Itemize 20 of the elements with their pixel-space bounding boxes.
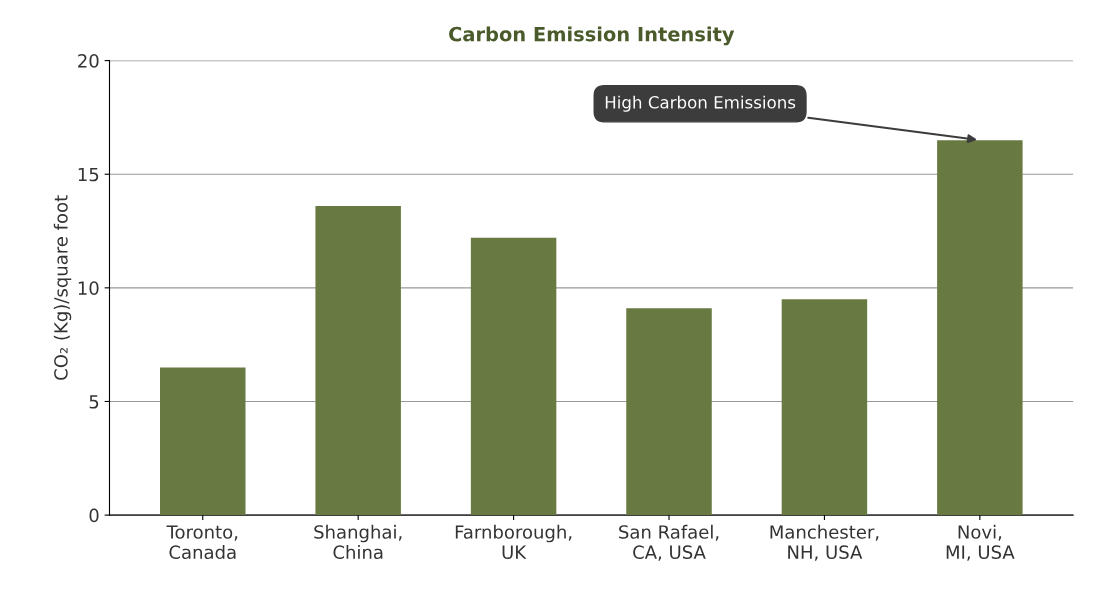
y-axis-title: CO₂ (Kg)/square foot xyxy=(53,195,72,380)
bar xyxy=(781,299,868,516)
x-tick-label: Farnborough, UK xyxy=(455,524,572,560)
y-tick-label: 0 xyxy=(89,508,99,523)
y-tick-label: 5 xyxy=(89,395,99,409)
annotation: High Carbon Emissions xyxy=(605,95,796,112)
x-tick-label: San Rafael, CA, USA xyxy=(619,524,719,561)
bar xyxy=(470,237,557,516)
y-tick-label: 20 xyxy=(78,54,99,68)
x-tick-label: Novi, MI, USA xyxy=(946,524,1015,561)
x-tick-label: Shanghai, China xyxy=(314,524,402,560)
y-tick-label: 15 xyxy=(78,167,99,182)
x-tick-label: Manchester, NH, USA xyxy=(770,524,879,561)
x-tick-label: Toronto, Canada xyxy=(166,525,238,560)
bar xyxy=(315,206,401,516)
bar xyxy=(160,367,246,516)
bar xyxy=(937,140,1023,516)
bar xyxy=(626,308,712,516)
y-tick-label: 10 xyxy=(78,281,99,295)
chart-title: Carbon Emission Intensity xyxy=(449,26,735,46)
